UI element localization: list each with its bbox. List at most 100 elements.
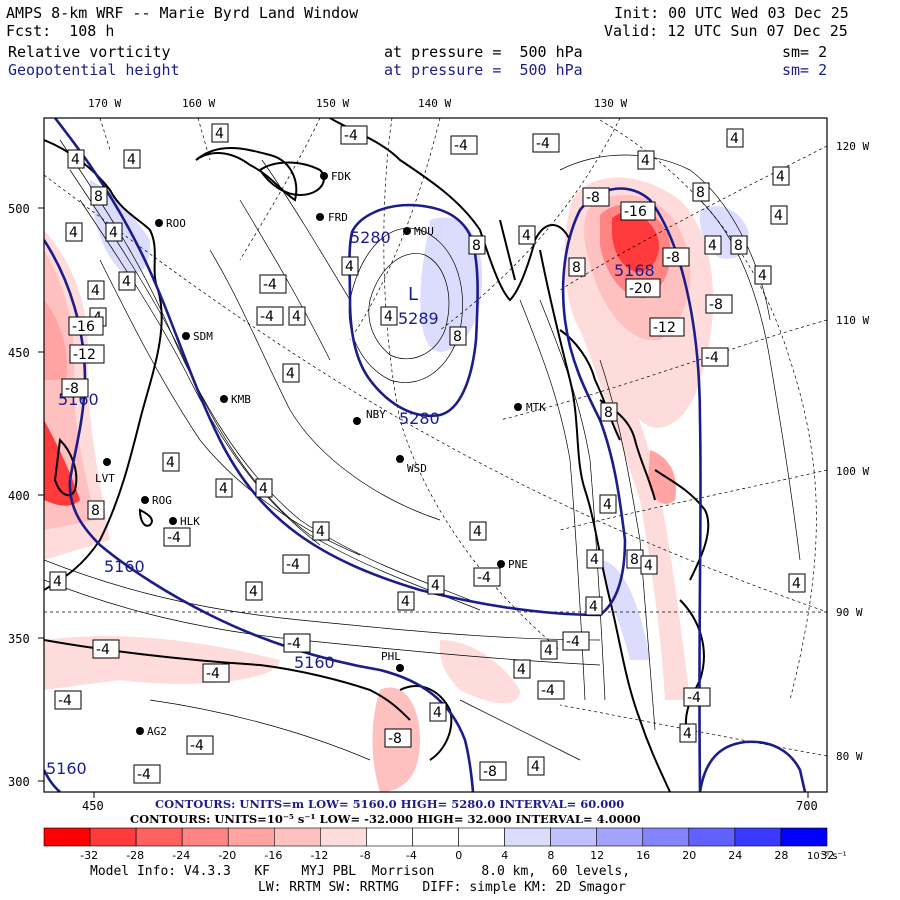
field1-name: Relative vorticity <box>8 43 171 61</box>
svg-text:4: 4 <box>473 524 482 540</box>
svg-text:4: 4 <box>71 152 80 168</box>
colorbar-tick-label: -16 <box>264 849 282 862</box>
svg-text:4: 4 <box>433 705 442 721</box>
field2-smoothing: sm= 2 <box>782 61 828 79</box>
colorbar-swatch <box>504 827 551 847</box>
svg-text:4: 4 <box>109 225 118 241</box>
station-marker: MTK <box>514 401 546 414</box>
vorticity-label: 4 <box>640 555 658 575</box>
station-marker: ROG <box>141 494 172 507</box>
colorbar-swatch <box>688 827 736 847</box>
svg-text:-20: -20 <box>629 281 652 297</box>
svg-text:AG2: AG2 <box>147 725 167 738</box>
station-marker: FDK <box>320 170 351 183</box>
station-marker: AG2 <box>136 725 167 738</box>
colorbar-tick-label: -24 <box>172 849 190 862</box>
vorticity-label: 4 <box>527 756 545 776</box>
vorticity-label: 4 <box>118 271 136 291</box>
vorticity-labels: 4 4 4 -4 -4 -4 4 4 4 8 8 -8 -16 4 4 4 4 … <box>49 123 806 784</box>
vorticity-label: 4 <box>211 123 229 143</box>
height-contour-label: 5160 <box>294 653 335 672</box>
vorticity-label: 4 <box>162 452 180 472</box>
svg-text:SDM: SDM <box>193 330 213 343</box>
svg-text:-4: -4 <box>541 683 555 699</box>
vorticity-label: -4 <box>537 680 565 700</box>
colorbar-swatch <box>780 827 828 847</box>
svg-text:-4: -4 <box>287 636 301 652</box>
model-physics: LW: RRTM SW: RRTMG DIFF: simple KM: 2D S… <box>258 880 626 895</box>
vorticity-label: 4 <box>67 149 85 169</box>
vorticity-label: -8 <box>662 247 690 267</box>
height-contour-label: 5289 <box>398 309 439 328</box>
lon-label-top: 130 W <box>594 97 627 110</box>
vorticity-label: 4 <box>772 166 790 186</box>
svg-text:8: 8 <box>472 238 481 254</box>
svg-text:4: 4 <box>522 228 531 244</box>
colorbar-swatch <box>550 827 598 847</box>
vorticity-label: 4 <box>288 306 306 326</box>
vorticity-label: -4 <box>133 764 161 784</box>
colorbar-tick-label: -20 <box>218 849 236 862</box>
colorbar-swatch <box>412 827 459 847</box>
svg-text:-8: -8 <box>388 731 402 747</box>
lon-label-top: 140 W <box>418 97 451 110</box>
svg-text:-16: -16 <box>624 204 647 220</box>
vorticity-label: -16 <box>620 201 656 221</box>
colorbar-swatch <box>642 827 690 847</box>
colorbar-tick-label: -12 <box>310 849 328 862</box>
vorticity-label: -4 <box>340 125 368 145</box>
svg-text:8: 8 <box>696 185 705 201</box>
svg-text:-4: -4 <box>687 690 701 706</box>
vorticity-label: -4 <box>562 631 590 651</box>
svg-text:4: 4 <box>644 558 653 574</box>
vorticity-label: 4 <box>427 575 445 595</box>
vorticity-label: -8 <box>479 761 507 781</box>
svg-text:4: 4 <box>683 726 692 742</box>
colorbar-swatch <box>135 827 183 847</box>
vorticity-label: -8 <box>705 294 733 314</box>
svg-text:-4: -4 <box>536 136 550 152</box>
vorticity-label: 4 <box>255 478 273 498</box>
svg-text:-4: -4 <box>96 642 110 658</box>
vorticity-label: 4 <box>637 150 655 170</box>
colorbar-swatch <box>366 827 413 847</box>
svg-text:4: 4 <box>345 259 354 275</box>
height-contour-label: 5280 <box>399 409 440 428</box>
station-marker: LVT <box>95 458 115 485</box>
colorbar-swatch <box>89 827 137 847</box>
svg-text:8: 8 <box>572 260 581 276</box>
vorticity-label: 4 <box>586 549 604 569</box>
vorticity-label: 8 <box>90 186 108 206</box>
vorticity-label: 4 <box>65 222 83 242</box>
svg-text:4: 4 <box>517 662 526 678</box>
colorbar-tick-label: 4 <box>501 849 508 862</box>
lon-label-top: 170 W <box>88 97 121 110</box>
colorbar-tick-label: 8 <box>547 849 554 862</box>
svg-text:-4: -4 <box>260 309 274 325</box>
colorbar-tick-label: 32 <box>820 849 834 862</box>
stations: ROO SDM KMB LVT ROG HLK AG2 FDK FRD MOU … <box>95 170 546 738</box>
svg-text:-4: -4 <box>705 350 719 366</box>
svg-text:4: 4 <box>69 225 78 241</box>
vorticity-label: -4 <box>54 690 82 710</box>
height-labels: 5280 5289 5280 5160 5160 5168 5160 5160 … <box>46 228 655 778</box>
lon-label-right: 90 W <box>836 606 863 619</box>
vorticity-label: 4 <box>754 265 772 285</box>
field1-smoothing: sm= 2 <box>782 43 828 61</box>
colorbar-tick-label: -28 <box>126 849 144 862</box>
vorticity-label: 8 <box>87 500 105 520</box>
lon-label-right: 110 W <box>836 314 869 327</box>
colorbar-tick-label: 28 <box>774 849 788 862</box>
colorbar-swatch <box>458 827 505 847</box>
vorticity-label: 4 <box>123 149 141 169</box>
svg-text:8: 8 <box>453 329 462 345</box>
field2-level: at pressure = 500 hPa <box>384 61 583 79</box>
vorticity-label: -16 <box>68 316 104 336</box>
vorticity-label: 8 <box>600 402 618 422</box>
svg-text:4: 4 <box>122 274 131 290</box>
vorticity-label: 4 <box>513 659 531 679</box>
vorticity-label: 4 <box>282 363 300 383</box>
station-marker: NBY <box>353 408 386 425</box>
svg-text:FDK: FDK <box>331 170 351 183</box>
